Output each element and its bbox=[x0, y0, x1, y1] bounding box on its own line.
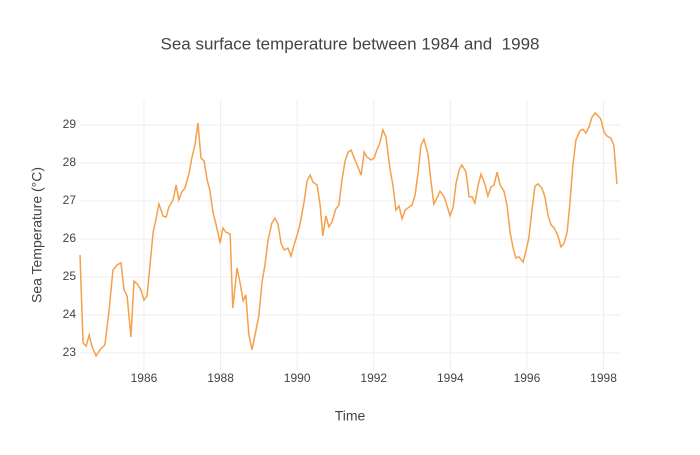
y-tick-label: 25 bbox=[63, 269, 77, 283]
x-axis-title: Time bbox=[335, 408, 366, 424]
y-axis-title: Sea Temperature (°C) bbox=[29, 167, 45, 303]
y-tick-label: 24 bbox=[63, 307, 77, 321]
chart-title: Sea surface temperature between 1984 and… bbox=[161, 34, 540, 53]
y-tick-label: 28 bbox=[63, 155, 77, 169]
x-tick-label: 1996 bbox=[514, 371, 541, 385]
x-tick-label: 1990 bbox=[284, 371, 311, 385]
y-tick-label: 23 bbox=[63, 345, 77, 359]
x-tick-label: 1988 bbox=[207, 371, 234, 385]
x-tick-label: 1986 bbox=[131, 371, 158, 385]
x-tick-label: 1994 bbox=[437, 371, 464, 385]
x-tick-label: 1992 bbox=[360, 371, 387, 385]
data-line bbox=[79, 111, 618, 358]
y-tick-label: 29 bbox=[63, 117, 77, 131]
y-tick-label: 27 bbox=[63, 193, 77, 207]
x-tick-label: 1998 bbox=[590, 371, 617, 385]
y-tick-label: 26 bbox=[63, 231, 77, 245]
